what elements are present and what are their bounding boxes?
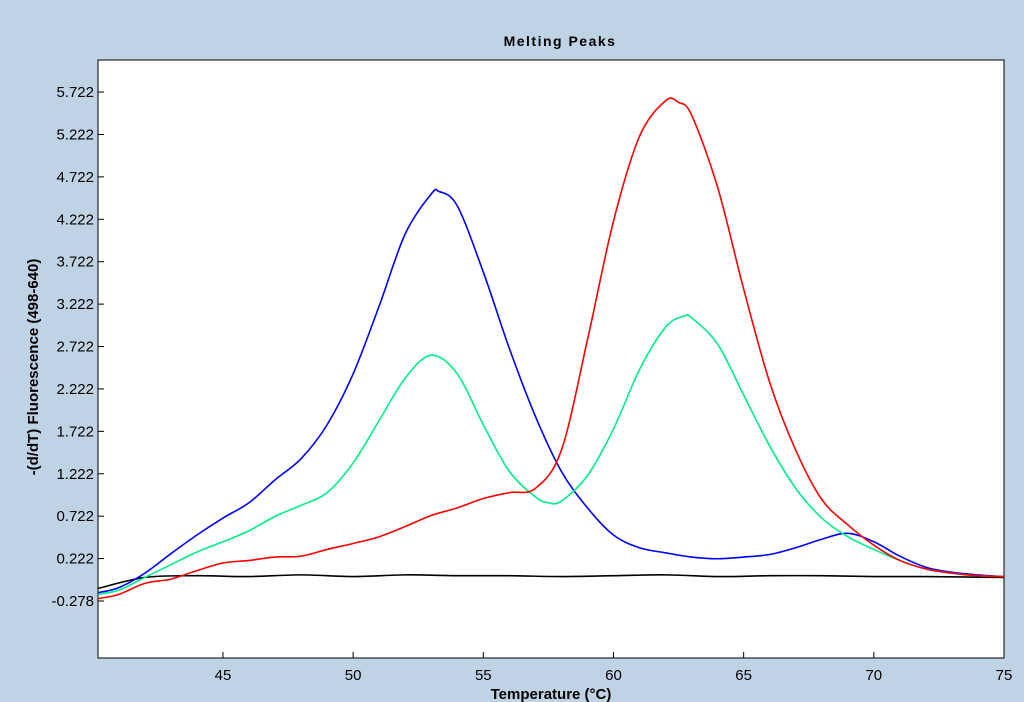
y-axis-title: -(d/dT) Fluorescence (498-640) (25, 259, 42, 476)
x-tick-label: 45 (215, 667, 232, 684)
y-tick-label: 3.722 (56, 254, 94, 271)
y-tick-label: 2.722 (56, 339, 94, 356)
x-tick-label: 50 (345, 667, 362, 684)
x-axis-title: Temperature (°C) (491, 686, 612, 702)
series-line-2 (97, 313, 1005, 596)
y-tick-label: 4.222 (56, 211, 94, 228)
y-tick-label: 1.722 (56, 423, 94, 440)
y-tick-label: 0.222 (56, 551, 94, 568)
y-tick-label: -0.278 (51, 593, 94, 610)
y-tick-label: 3.222 (56, 296, 94, 313)
series-line-1 (97, 188, 1005, 594)
y-tick-label: 1.222 (56, 466, 94, 483)
x-tick-label: 55 (475, 667, 492, 684)
chart-title: Melting Peaks (504, 33, 617, 49)
series-layer (97, 97, 1005, 600)
x-tick-label: 70 (865, 667, 882, 684)
x-tick-label: 60 (605, 667, 622, 684)
y-tick-label: 5.722 (56, 84, 94, 101)
y-tick-label: 0.722 (56, 508, 94, 525)
y-tick-label: 5.222 (56, 126, 94, 143)
plot-area (97, 59, 1005, 659)
y-tick-label: 2.222 (56, 381, 94, 398)
series-line-0 (97, 97, 1005, 600)
axis-ticks: 45 50 55 60 65 70 75 -0.278 0.222 0.722 1.222 1.722… (51, 84, 1012, 684)
x-tick-label: 75 (996, 667, 1013, 684)
x-tick-label: 65 (735, 667, 752, 684)
y-tick-label: 4.722 (56, 169, 94, 186)
series-line-3 (97, 574, 1005, 590)
